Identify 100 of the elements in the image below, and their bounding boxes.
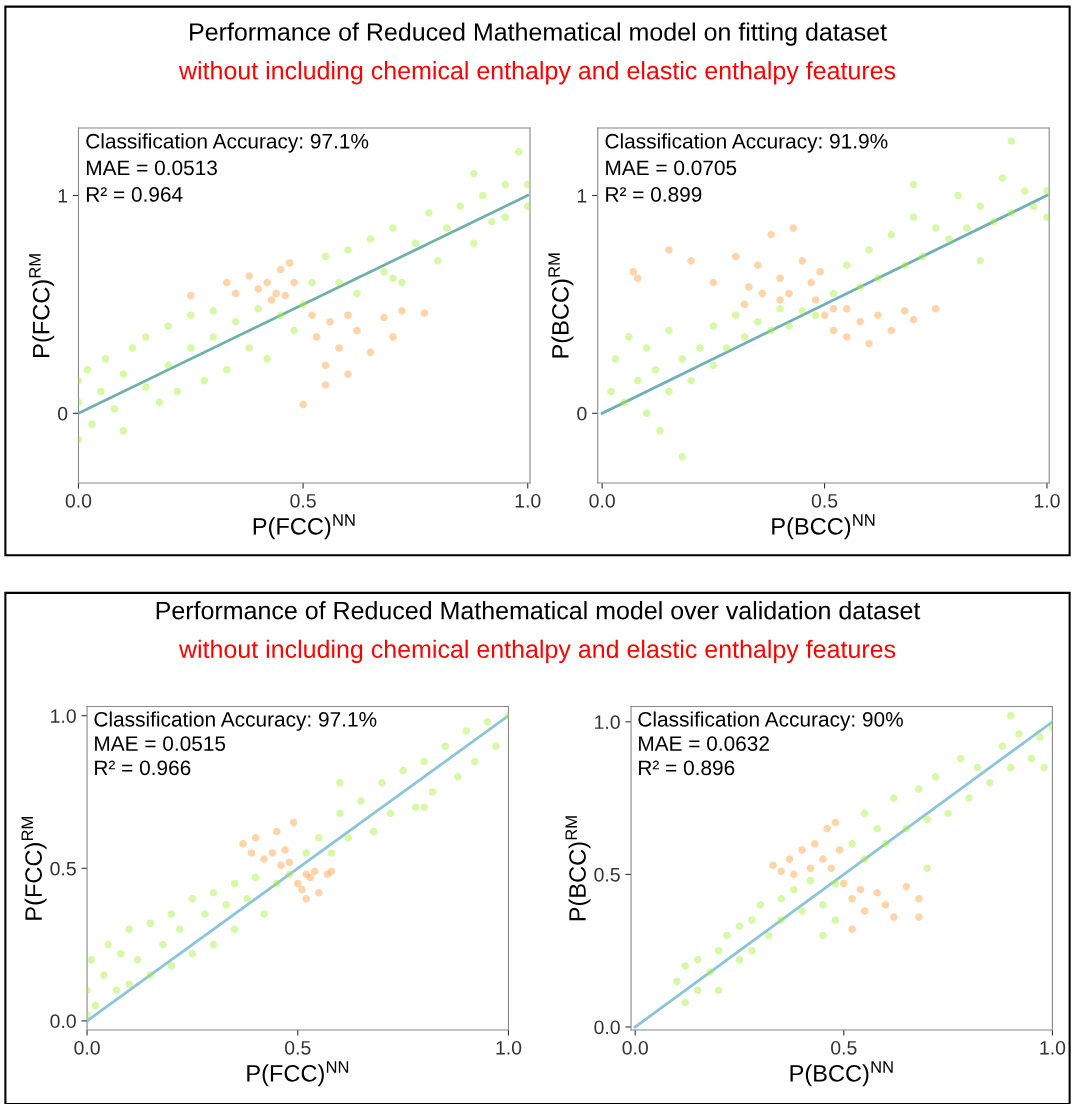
- point: [380, 313, 388, 322]
- point: [693, 956, 702, 964]
- point: [389, 274, 397, 283]
- point: [848, 925, 856, 934]
- point: [243, 895, 252, 903]
- point: [125, 980, 134, 989]
- point: [285, 870, 294, 879]
- point: [767, 230, 775, 239]
- point: [881, 840, 890, 848]
- x-axis-title: P(FCC)$^{NN}$: [247, 1061, 349, 1087]
- point: [83, 365, 92, 374]
- x-tick-label: 1.0: [1040, 1040, 1066, 1055]
- point: [285, 858, 294, 866]
- point: [277, 861, 285, 870]
- point: [865, 246, 873, 254]
- point: [831, 879, 840, 888]
- point: [479, 191, 487, 200]
- point: [200, 376, 209, 385]
- point: [353, 289, 361, 298]
- point: [281, 291, 289, 300]
- point: [380, 267, 388, 276]
- point: [831, 818, 840, 827]
- chart-subtitle: without including chemical enthalpy and elastic enthalpy features: [178, 61, 896, 85]
- point: [843, 333, 851, 341]
- annotation: R² = 0.964: [86, 187, 183, 202]
- point: [470, 169, 478, 178]
- point: [175, 925, 184, 934]
- point: [798, 257, 807, 265]
- point: [133, 956, 142, 964]
- point: [209, 940, 218, 949]
- point: [829, 289, 838, 298]
- point: [231, 289, 240, 298]
- point: [146, 971, 155, 979]
- point: [681, 998, 690, 1007]
- point: [816, 267, 824, 276]
- point: [860, 809, 869, 818]
- y-axis-title: P(FCC)$^{RM}$: [21, 817, 47, 920]
- point: [811, 296, 820, 304]
- x-axis-title: P(FCC)$^{NN}$: [253, 514, 355, 540]
- point: [298, 885, 306, 894]
- point: [665, 387, 673, 396]
- point: [1043, 213, 1050, 222]
- x-tick-label: 0.0: [622, 1040, 648, 1055]
- point: [956, 754, 965, 763]
- point: [767, 326, 775, 335]
- point: [944, 809, 952, 818]
- point: [326, 318, 334, 326]
- annotation: MAE = 0.0632: [639, 736, 769, 751]
- point: [848, 840, 856, 848]
- point: [245, 344, 253, 352]
- point: [748, 946, 756, 955]
- point: [116, 949, 125, 958]
- annotation: MAE = 0.0513: [86, 160, 217, 176]
- y-axis-title: P(FCC)$^{RM}$: [29, 254, 55, 357]
- x-tick-label: 1.0: [496, 1040, 522, 1055]
- point: [865, 339, 873, 348]
- point: [514, 148, 523, 156]
- point: [302, 895, 311, 903]
- point: [344, 311, 352, 320]
- point: [251, 873, 260, 882]
- point: [873, 824, 881, 833]
- point: [900, 307, 909, 315]
- point: [260, 855, 268, 863]
- point: [441, 742, 450, 751]
- point: [789, 224, 798, 232]
- point: [1020, 187, 1029, 195]
- y-tick-label: 1: [58, 189, 68, 203]
- point: [125, 925, 134, 934]
- point: [642, 409, 651, 418]
- point: [281, 846, 289, 854]
- point: [188, 895, 197, 903]
- point: [112, 986, 121, 995]
- point: [820, 311, 829, 320]
- point: [998, 174, 1007, 182]
- point: [735, 956, 744, 964]
- point: [902, 824, 911, 833]
- point: [310, 867, 319, 876]
- point: [290, 278, 298, 287]
- point: [398, 307, 406, 315]
- x-tick-label: 0.5: [285, 1040, 311, 1055]
- point: [754, 318, 762, 326]
- point: [470, 239, 478, 248]
- point: [756, 901, 765, 909]
- point: [434, 257, 442, 265]
- point: [931, 772, 940, 781]
- point: [986, 779, 994, 787]
- point: [706, 968, 715, 976]
- point: [789, 885, 798, 894]
- point: [386, 809, 395, 818]
- point: [254, 285, 262, 293]
- x-axis-title: P(BCC)$^{NN}$: [772, 514, 875, 540]
- point: [411, 803, 420, 812]
- point: [976, 202, 985, 211]
- point: [454, 772, 462, 781]
- point: [222, 278, 231, 287]
- point: [101, 355, 110, 363]
- point: [723, 931, 731, 940]
- y-tick-label: 0.0: [594, 1020, 620, 1035]
- point: [1015, 730, 1023, 738]
- point: [954, 191, 962, 200]
